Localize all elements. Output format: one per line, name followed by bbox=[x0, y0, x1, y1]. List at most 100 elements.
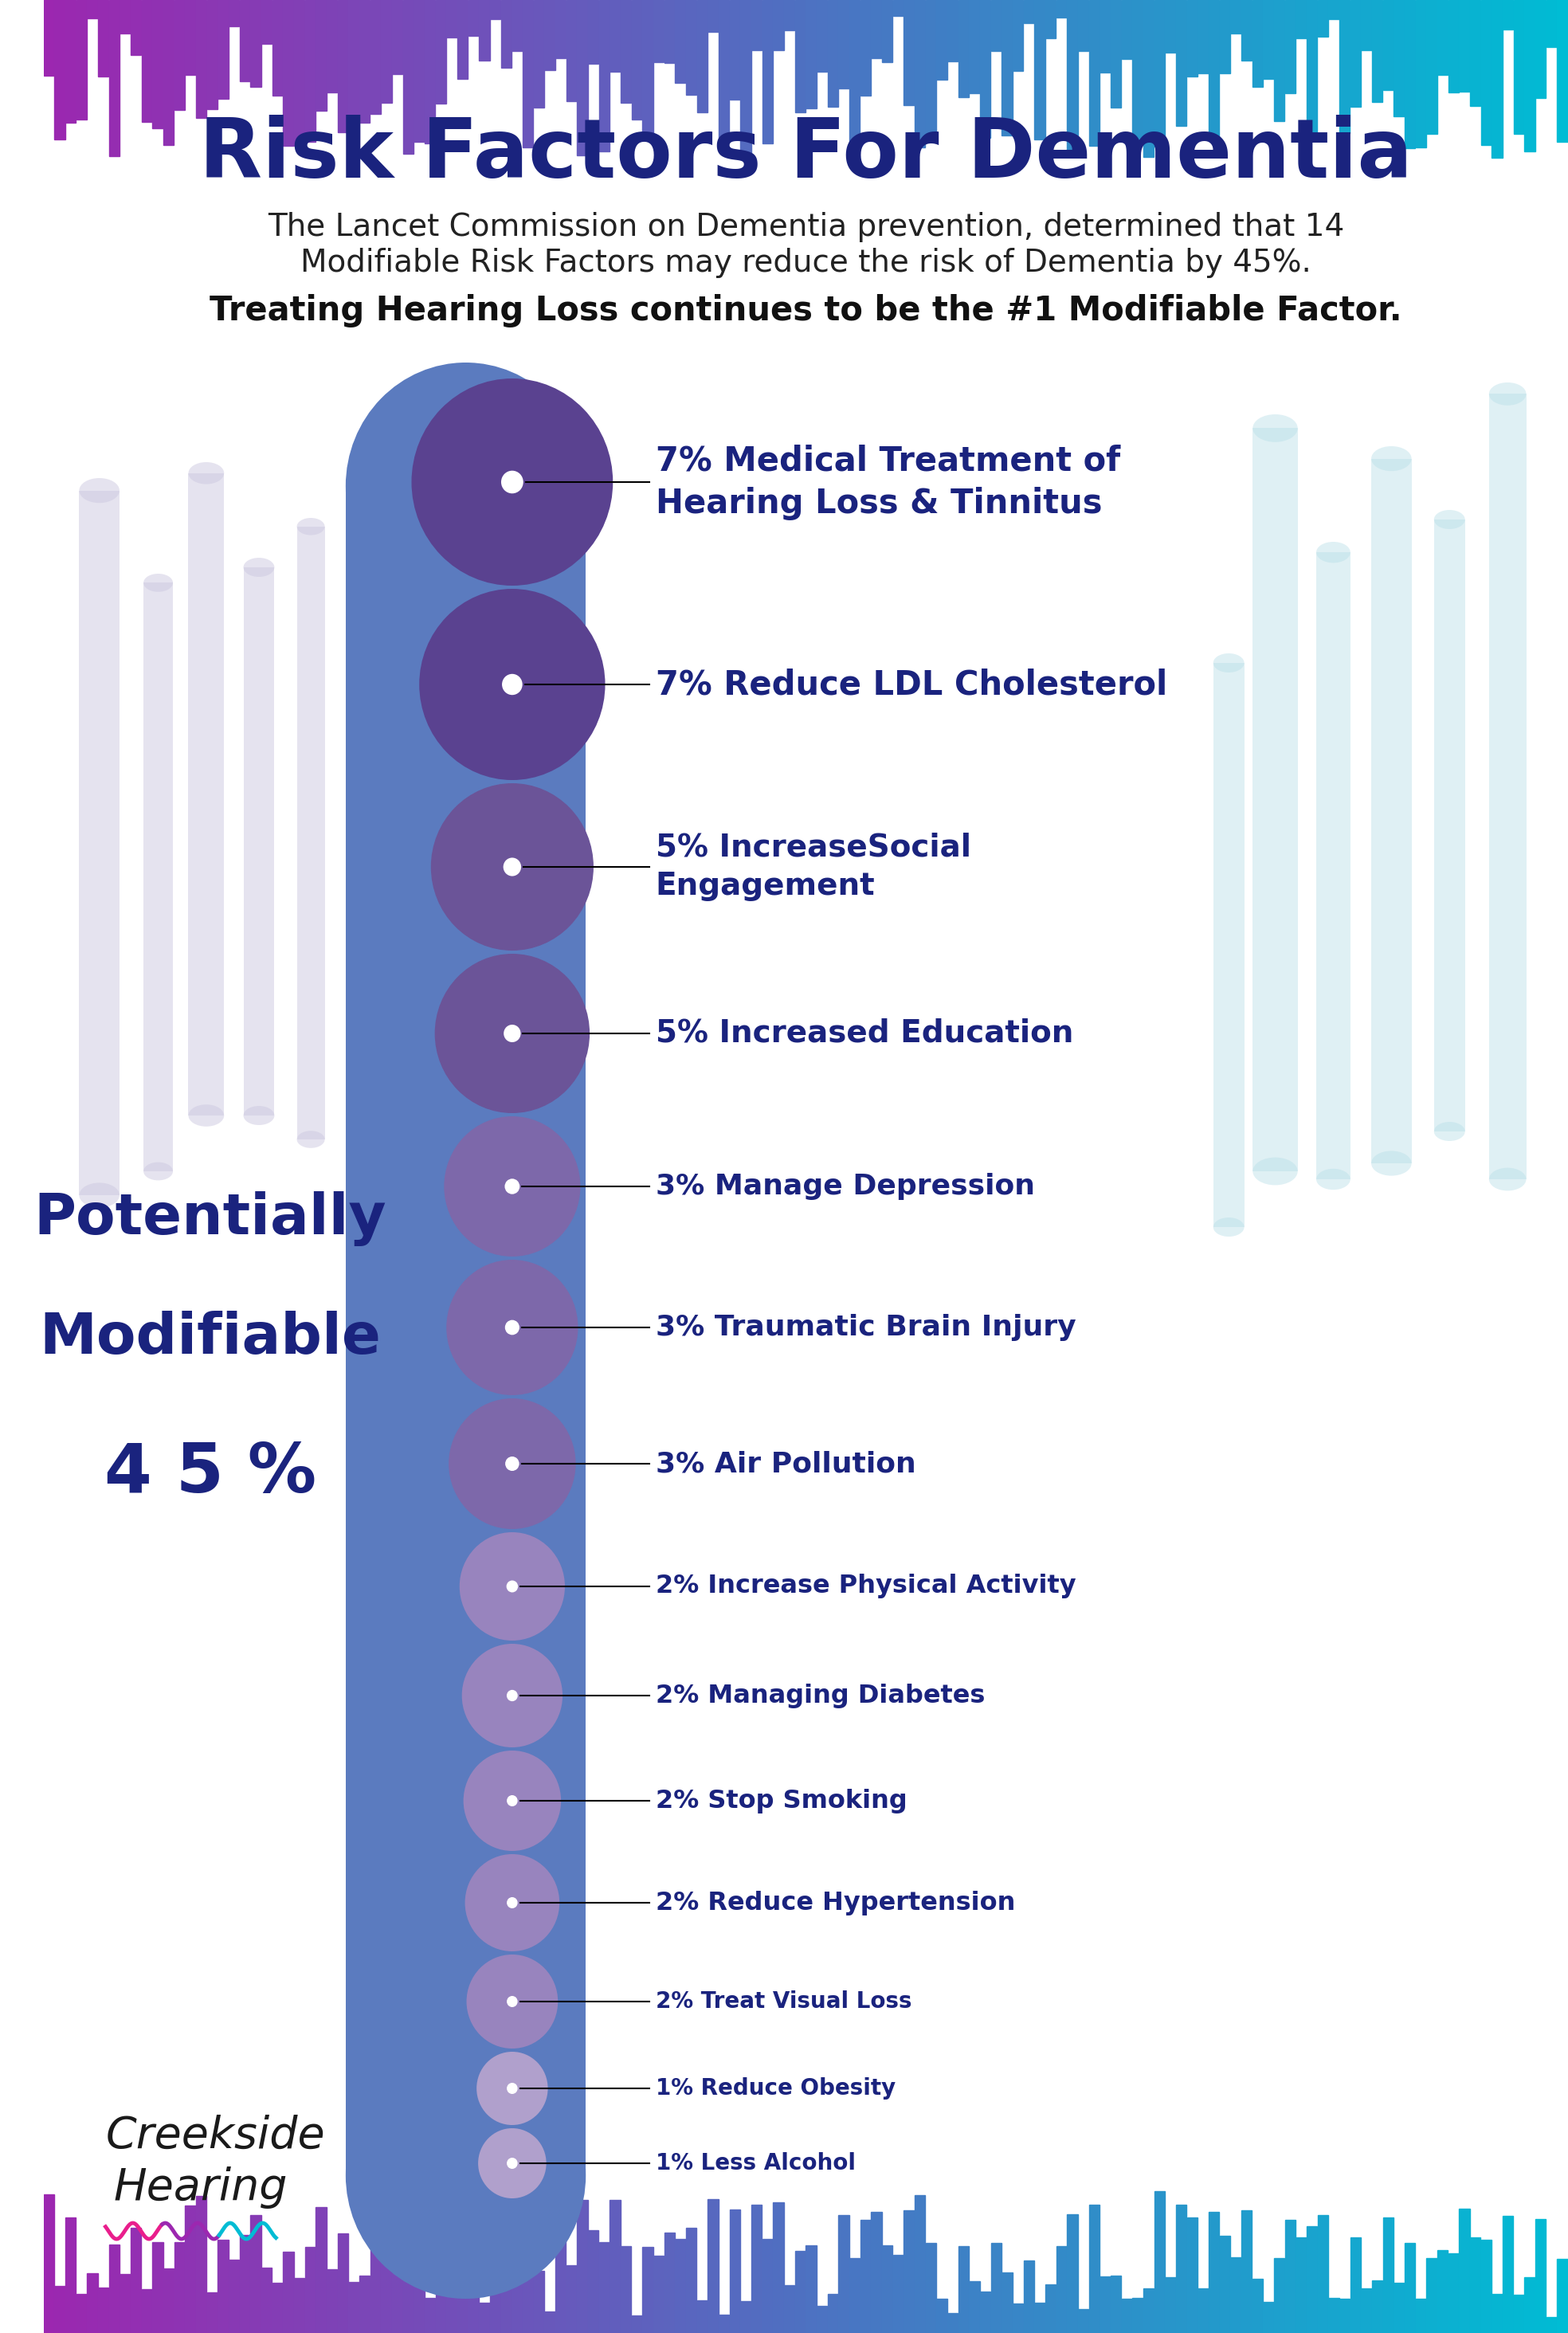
Bar bbox=[861, 2221, 870, 2333]
Bar bbox=[610, 2200, 621, 2333]
Bar bbox=[1383, 0, 1394, 91]
Bar bbox=[1099, 0, 1110, 72]
Bar bbox=[392, 2268, 403, 2333]
Bar bbox=[1394, 2282, 1405, 2333]
Ellipse shape bbox=[80, 1183, 119, 1208]
Bar bbox=[1264, 2303, 1273, 2333]
Circle shape bbox=[506, 1689, 517, 1701]
Bar bbox=[1317, 0, 1328, 37]
Circle shape bbox=[444, 1115, 580, 1257]
Text: 2% Reduce Hypertension: 2% Reduce Hypertension bbox=[655, 1890, 1014, 1915]
Bar bbox=[1165, 2277, 1176, 2333]
Bar bbox=[522, 0, 533, 147]
Bar bbox=[152, 2242, 163, 2333]
Bar bbox=[544, 2312, 555, 2333]
Bar bbox=[66, 0, 75, 124]
Bar bbox=[1339, 2298, 1350, 2333]
Bar bbox=[1110, 2275, 1121, 2333]
Circle shape bbox=[506, 2083, 517, 2095]
Bar bbox=[1449, 2254, 1458, 2333]
Bar bbox=[577, 2200, 588, 2333]
Circle shape bbox=[459, 1533, 564, 1640]
Ellipse shape bbox=[1372, 446, 1411, 471]
Bar bbox=[370, 0, 381, 114]
Bar bbox=[55, 0, 64, 140]
Bar bbox=[1416, 0, 1425, 147]
Bar bbox=[141, 0, 152, 121]
Bar bbox=[958, 2247, 969, 2333]
Bar bbox=[925, 0, 936, 133]
Bar bbox=[828, 2293, 837, 2333]
Bar bbox=[643, 0, 652, 140]
Bar bbox=[533, 2270, 544, 2333]
Bar bbox=[44, 0, 53, 75]
Bar bbox=[425, 0, 436, 142]
Bar bbox=[883, 2244, 892, 2333]
Bar bbox=[392, 0, 403, 75]
Bar bbox=[262, 0, 271, 44]
Bar bbox=[480, 2303, 489, 2333]
Bar bbox=[718, 0, 729, 140]
Bar bbox=[566, 2265, 577, 2333]
Bar bbox=[196, 0, 207, 119]
Ellipse shape bbox=[1316, 1169, 1350, 1190]
Bar bbox=[817, 2305, 828, 2333]
Bar bbox=[914, 0, 925, 147]
Bar bbox=[436, 2200, 445, 2333]
Bar bbox=[152, 0, 163, 128]
Bar bbox=[1524, 2277, 1535, 2333]
Bar bbox=[1176, 0, 1187, 126]
Bar bbox=[403, 0, 414, 154]
Bar bbox=[229, 0, 240, 26]
Bar bbox=[740, 0, 751, 159]
Bar bbox=[773, 2202, 784, 2333]
Bar bbox=[1284, 2221, 1295, 2333]
Bar bbox=[1024, 0, 1033, 23]
Bar bbox=[1002, 0, 1013, 135]
Bar bbox=[1024, 2261, 1033, 2333]
Text: 3% Manage Depression: 3% Manage Depression bbox=[655, 1173, 1035, 1199]
Bar bbox=[795, 2251, 806, 2333]
Bar bbox=[1383, 2216, 1394, 2333]
Bar bbox=[1460, 2209, 1469, 2333]
Circle shape bbox=[463, 1645, 563, 1747]
Bar bbox=[806, 2244, 817, 2333]
Bar bbox=[447, 2272, 456, 2333]
Bar bbox=[958, 0, 969, 98]
Bar bbox=[1231, 2258, 1240, 2333]
Bar bbox=[1524, 0, 1535, 152]
Bar bbox=[762, 0, 773, 142]
Bar bbox=[621, 0, 632, 103]
Bar bbox=[872, 2212, 881, 2333]
Bar bbox=[632, 0, 641, 119]
Bar bbox=[458, 2193, 467, 2333]
Ellipse shape bbox=[296, 1132, 325, 1148]
Bar bbox=[839, 0, 848, 89]
Bar bbox=[1316, 553, 1350, 1178]
Bar bbox=[1328, 2298, 1339, 2333]
Text: 7% Reduce LDL Cholesterol: 7% Reduce LDL Cholesterol bbox=[655, 667, 1167, 702]
Bar bbox=[163, 0, 174, 145]
Text: 3% Air Pollution: 3% Air Pollution bbox=[655, 1451, 916, 1477]
Bar bbox=[108, 0, 119, 156]
Bar bbox=[304, 0, 315, 142]
Ellipse shape bbox=[80, 478, 119, 504]
Bar bbox=[381, 0, 392, 103]
Bar bbox=[240, 0, 249, 82]
Bar bbox=[500, 0, 511, 68]
Bar bbox=[1035, 0, 1044, 140]
Bar bbox=[784, 0, 795, 30]
Bar bbox=[99, 2289, 108, 2333]
Bar bbox=[174, 0, 185, 110]
Bar bbox=[1132, 0, 1143, 142]
Bar bbox=[936, 2298, 947, 2333]
Bar bbox=[643, 2247, 652, 2333]
Bar bbox=[295, 0, 304, 145]
Bar bbox=[696, 2300, 707, 2333]
Bar bbox=[1328, 0, 1339, 19]
Bar bbox=[665, 2233, 674, 2333]
Ellipse shape bbox=[188, 462, 224, 485]
Bar bbox=[980, 0, 991, 138]
Bar bbox=[1057, 2247, 1066, 2333]
Bar bbox=[295, 2277, 304, 2333]
